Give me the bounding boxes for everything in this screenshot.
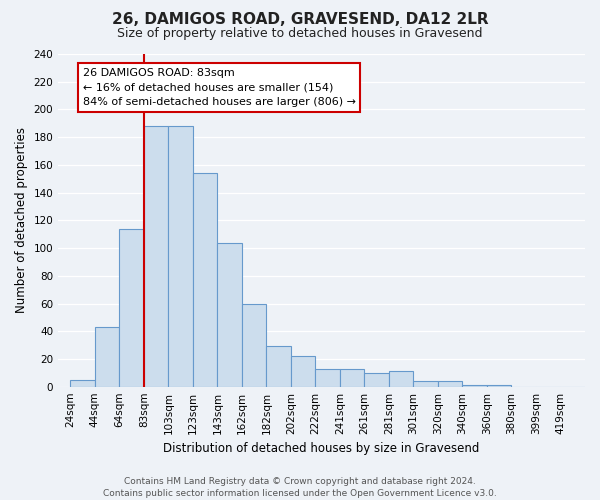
Text: Size of property relative to detached houses in Gravesend: Size of property relative to detached ho… xyxy=(117,28,483,40)
Bar xyxy=(438,381,463,386)
Bar xyxy=(389,372,413,386)
Bar xyxy=(95,327,119,386)
Bar xyxy=(169,126,193,386)
Y-axis label: Number of detached properties: Number of detached properties xyxy=(15,128,28,314)
Bar xyxy=(193,173,217,386)
Bar xyxy=(266,346,291,387)
Bar xyxy=(316,368,340,386)
Bar xyxy=(291,356,316,386)
Bar xyxy=(242,304,266,386)
Text: Contains HM Land Registry data © Crown copyright and database right 2024.
Contai: Contains HM Land Registry data © Crown c… xyxy=(103,476,497,498)
Bar xyxy=(340,368,364,386)
Bar xyxy=(144,126,169,386)
Bar xyxy=(70,380,95,386)
Text: 26 DAMIGOS ROAD: 83sqm
← 16% of detached houses are smaller (154)
84% of semi-de: 26 DAMIGOS ROAD: 83sqm ← 16% of detached… xyxy=(83,68,356,108)
Bar xyxy=(364,373,389,386)
Bar xyxy=(119,228,144,386)
Bar xyxy=(413,381,438,386)
Text: 26, DAMIGOS ROAD, GRAVESEND, DA12 2LR: 26, DAMIGOS ROAD, GRAVESEND, DA12 2LR xyxy=(112,12,488,28)
Bar xyxy=(217,242,242,386)
X-axis label: Distribution of detached houses by size in Gravesend: Distribution of detached houses by size … xyxy=(163,442,480,455)
